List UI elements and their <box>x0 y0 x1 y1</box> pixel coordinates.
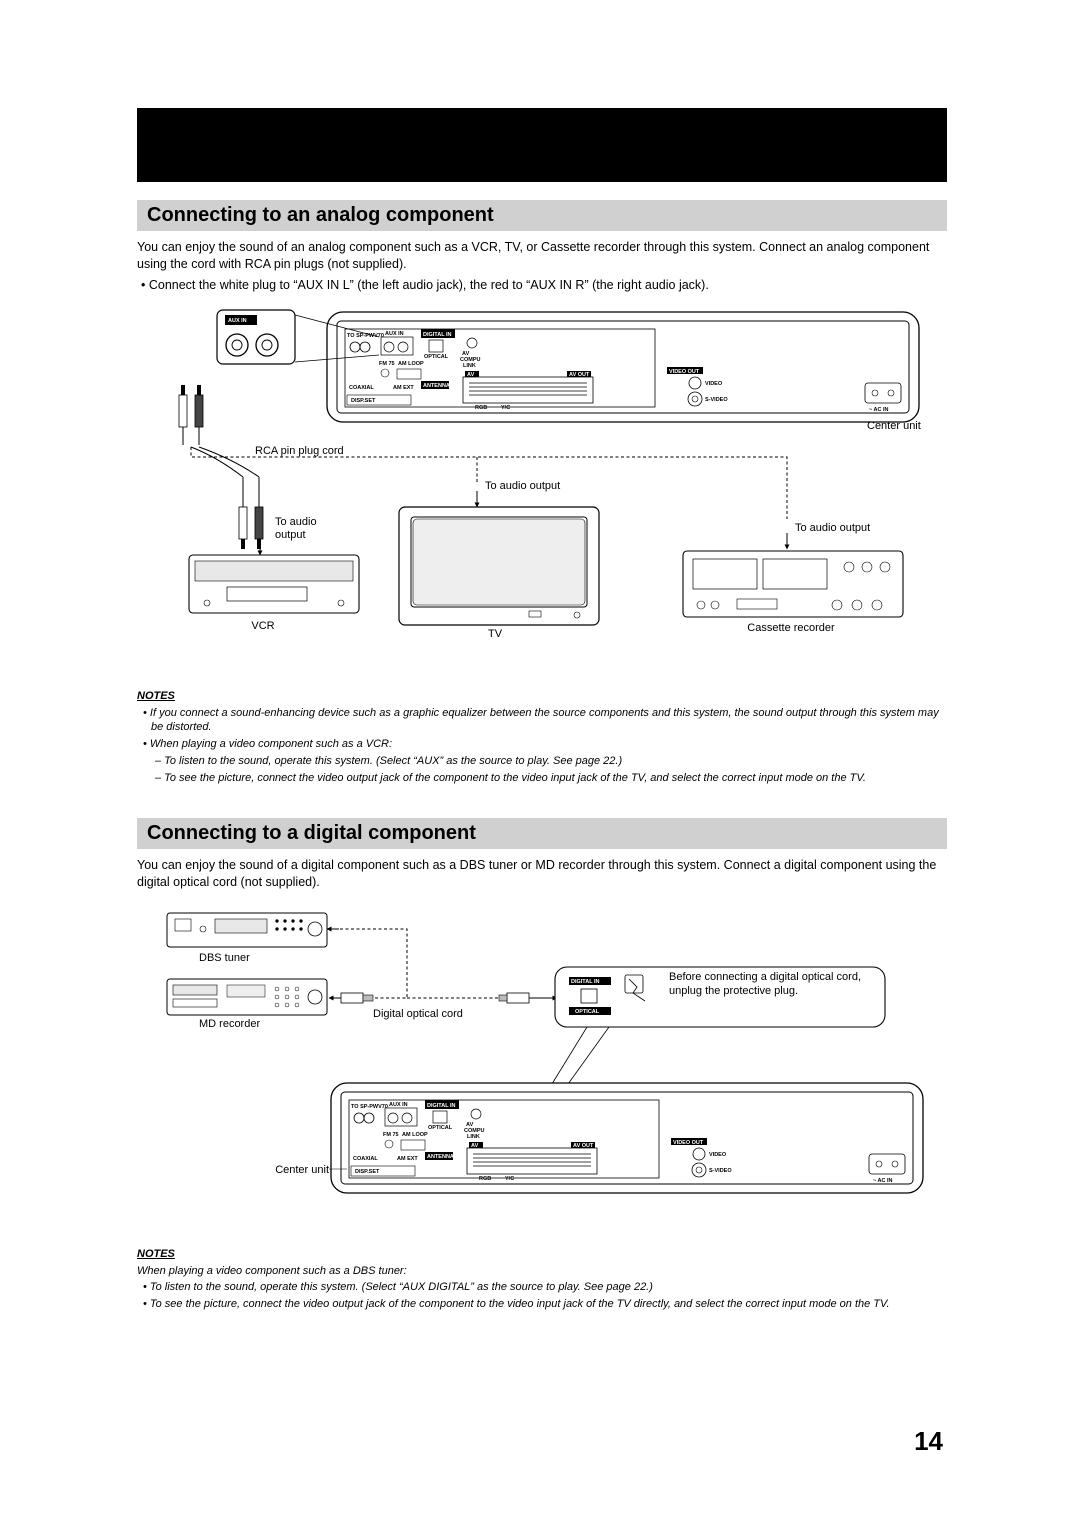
section1-notes-label: NOTES <box>137 690 175 702</box>
analog-diagram: AUX IN TO SP-PWV70 AUX IN DIGITAL IN OPT… <box>137 307 947 667</box>
dbs-tuner <box>167 913 327 947</box>
auxin-label: AUX IN <box>228 318 247 324</box>
toaudio2: To audio output <box>485 480 560 492</box>
vcr <box>189 555 359 613</box>
panel2-rgb: RGB <box>479 1176 491 1182</box>
tv <box>399 507 599 625</box>
panel-yc: Y/C <box>501 405 510 411</box>
center-unit-chassis2: TO SP-PWV70 AUX IN DIGITAL IN OPTICAL AV… <box>331 1083 923 1193</box>
panel-avout: AV OUT <box>569 372 590 378</box>
panel2-coaxial: COAXIAL <box>353 1156 378 1162</box>
panel-fm75: FM 75 <box>379 361 395 367</box>
section1-note2a: – To listen to the sound, operate this s… <box>137 754 947 769</box>
section2-note3: • To see the picture, connect the video … <box>137 1297 947 1312</box>
callout-optical: OPTICAL <box>575 1009 600 1015</box>
section1-intro: You can enjoy the sound of an analog com… <box>137 239 947 273</box>
callout-digitalin: DIGITAL IN <box>571 979 600 985</box>
cassette-label: Cassette recorder <box>747 622 835 634</box>
panel-auxin: AUX IN <box>385 331 404 337</box>
rca-cord-label: RCA pin plug cord <box>255 445 344 457</box>
panel2-yc: Y/C <box>505 1176 514 1182</box>
panel2-video: VIDEO <box>709 1152 727 1158</box>
panel-videoout: VIDEO OUT <box>669 369 700 375</box>
panel-svideo: S-VIDEO <box>705 397 728 403</box>
page-number: 14 <box>914 1426 943 1457</box>
callout-text: Before connecting a digital optical cord… <box>669 971 877 999</box>
optical-plug-left <box>341 993 373 1003</box>
panel2-digitalin: DIGITAL IN <box>427 1103 456 1109</box>
center-unit-label: Center unit <box>867 420 921 432</box>
panel2-amext: AM EXT <box>397 1156 418 1162</box>
panel2-amloop: AM LOOP <box>402 1132 428 1138</box>
panel-amloop: AM LOOP <box>398 361 424 367</box>
panel2-dispset: DISP.SET <box>355 1169 380 1175</box>
panel-coaxial: COAXIAL <box>349 385 374 391</box>
page-content: Connecting to an analog component You ca… <box>137 200 947 1314</box>
section2-intro: You can enjoy the sound of a digital com… <box>137 857 947 891</box>
top-black-band <box>137 108 947 182</box>
panel2-auxin: AUX IN <box>389 1102 408 1108</box>
panel2-svideo: S-VIDEO <box>709 1168 732 1174</box>
digital-diagram: DBS tuner MD recorder <box>137 905 947 1225</box>
panel-antenna: ANTENNA <box>423 383 450 389</box>
md-label: MD recorder <box>199 1018 260 1030</box>
panel2-avout: AV OUT <box>573 1143 594 1149</box>
panel-avcl3: LINK <box>463 363 476 369</box>
panel2-acin: ~ AC IN <box>873 1178 893 1184</box>
optical-route <box>329 929 507 998</box>
center-unit-chassis: AUX IN TO SP-PWV70 AUX IN DIGITAL IN OPT… <box>217 310 919 422</box>
section2-heading: Connecting to a digital component <box>137 818 947 849</box>
panel2-av: AV <box>471 1143 479 1149</box>
section2-note2: • To listen to the sound, operate this s… <box>137 1280 947 1295</box>
panel-dispset: DISP.SET <box>351 398 376 404</box>
toaudio1: To audio <box>275 516 317 528</box>
center-unit2-label: Center unit <box>275 1164 329 1176</box>
vcr-label: VCR <box>251 620 274 632</box>
cassette-recorder <box>683 551 903 617</box>
section1-note2b: – To see the picture, connect the video … <box>137 771 947 786</box>
panel-video: VIDEO <box>705 381 723 387</box>
panel-av: AV <box>467 372 475 378</box>
panel-digitalin: DIGITAL IN <box>423 332 452 338</box>
toaudio3: To audio output <box>795 522 870 534</box>
panel2-fm75: FM 75 <box>383 1132 399 1138</box>
section2-notes-label: NOTES <box>137 1248 175 1260</box>
rca-plugs-vcr <box>191 447 263 549</box>
md-recorder <box>167 979 327 1015</box>
panel2-videoout: VIDEO OUT <box>673 1140 704 1146</box>
section1-heading: Connecting to an analog component <box>137 200 947 231</box>
panel-rgb: RGB <box>475 405 487 411</box>
panel-tosp: TO SP-PWV70 <box>347 333 384 339</box>
optical-plug-right <box>499 993 529 1003</box>
tv-label: TV <box>488 628 503 640</box>
panel2-optical: OPTICAL <box>428 1125 453 1131</box>
panel2-avcl3: LINK <box>467 1134 480 1140</box>
panel2-antenna: ANTENNA <box>427 1154 454 1160</box>
optical-cord-label: Digital optical cord <box>373 1008 463 1020</box>
panel-acin: ~ AC IN <box>869 407 889 413</box>
panel-amext: AM EXT <box>393 385 414 391</box>
dbs-label: DBS tuner <box>199 952 250 964</box>
panel-optical: OPTICAL <box>424 354 449 360</box>
toaudio1b: output <box>275 529 306 541</box>
section1-note1: • If you connect a sound-enhancing devic… <box>137 706 947 736</box>
section2-note1: When playing a video component such as a… <box>137 1264 947 1279</box>
panel2-tosp: TO SP-PWV70 <box>351 1104 388 1110</box>
rca-plugs-top <box>179 385 203 445</box>
section1-note2: • When playing a video component such as… <box>137 737 947 752</box>
section1-bullet1: • Connect the white plug to “AUX IN L” (… <box>137 277 947 294</box>
